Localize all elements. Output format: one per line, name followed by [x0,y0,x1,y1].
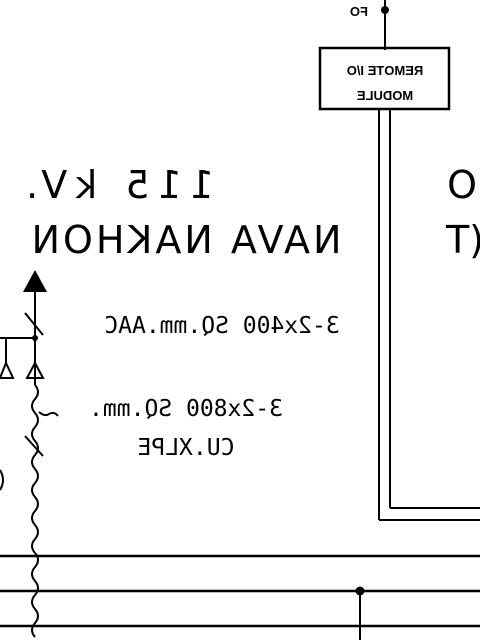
cable-wave [31,384,39,638]
fiber-route [378,109,480,521]
voltage-label: 115 kV. [18,163,214,207]
cable-slash [24,435,44,457]
remote-io-line2: MODULE [357,88,414,103]
feeder-line [0,270,47,457]
cable-spec-line2: CU.XLPE [138,435,235,461]
overhead-conductor-label: 3-2x400 SQ.mm.AAC [104,313,339,339]
bus-junction-dot [355,586,365,596]
cable-wave-branch [38,411,59,417]
right-partial-bottom: (T [445,218,480,262]
arrester-triangle-2 [0,360,15,379]
feeder-arrow [23,270,47,292]
bottom-buses [0,554,480,640]
substation-name: NAVA NAKHON [29,218,342,262]
cable-spec-line1: 3-2x800 SQ.mm. [89,396,283,422]
right-partial-top: O [447,163,477,207]
overhead-slash [24,312,44,336]
remote-io-line1: REMOTE I/O [347,63,424,78]
fo-junction-dot [381,6,389,14]
left-partial-arc [0,469,4,491]
remote-io-box [318,46,451,111]
fo-text: FO [350,4,368,19]
arrester-triangle [25,360,45,379]
fo-connection [381,0,389,50]
remote-io-module [318,46,451,111]
text-layer: FO REMOTE I/O MODULE 115 kV. NAVA NAKHON… [18,4,480,461]
